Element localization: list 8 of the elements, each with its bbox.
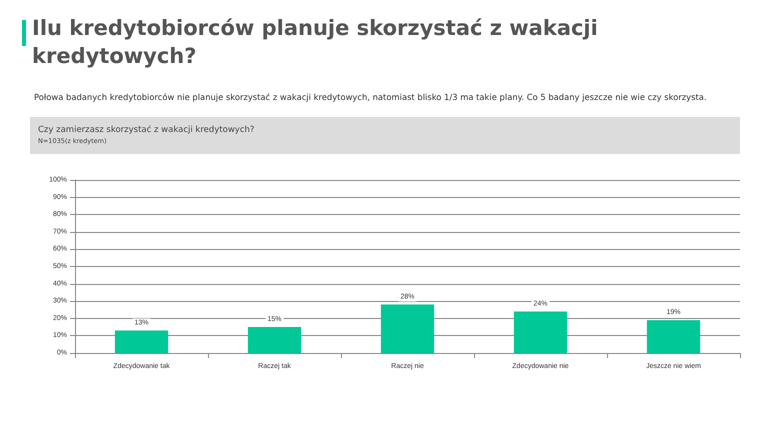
chart-title: Ilu kredytobiorców planuje skorzystać z wakacji kredytowych? <box>32 15 599 70</box>
bar <box>114 330 168 353</box>
chart-subtitle: Połowa badanych kredytobiorców nie planuje skorzystać z wakacji kredytowych, natomiast blisko 1/3 ma takie plany. Co 5 badany jeszcze nie wie czy skorzysta. <box>34 92 708 102</box>
bar <box>380 304 434 353</box>
bar <box>248 327 302 353</box>
text: Czy zamierzasz skorzystać z wakacji kredytowych? <box>38 125 254 135</box>
bar <box>646 320 700 353</box>
bar <box>514 311 568 353</box>
